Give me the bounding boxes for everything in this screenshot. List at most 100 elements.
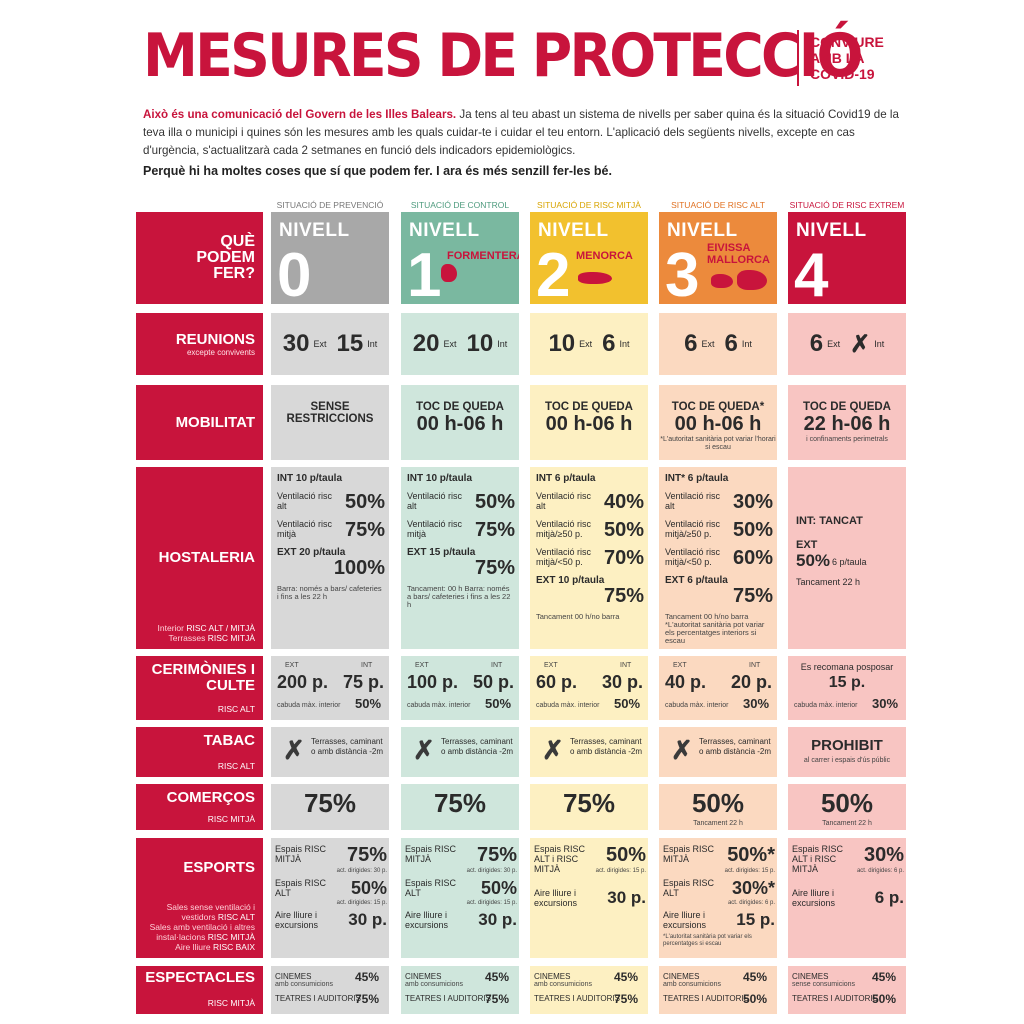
ceremony-capacity-pct: 50% xyxy=(614,696,641,711)
ceremony-int: 20 p. xyxy=(731,672,773,692)
espectacles-cell-level-4: CINEMES sense consumicions 45% TEATRES I AU… xyxy=(788,966,906,1014)
reunion-int-count: 10 xyxy=(466,330,494,357)
hostaleria-vent-label: Ventilació risc alt xyxy=(536,491,592,511)
cinema-note: amb consumicions xyxy=(534,981,592,988)
risk-label: Terrasses xyxy=(168,633,208,643)
risk-line: RISC ALT xyxy=(218,704,255,714)
level-3-card: NIVELL 3 EIVISSA MALLORCA xyxy=(659,212,777,304)
intro-lead: Això és una comunicació del Govern de le… xyxy=(143,108,457,121)
risk-line: RISC MITJÀ xyxy=(208,814,255,824)
risk-label: Sales amb ventilació i altres instal·lac… xyxy=(149,922,255,942)
cinema-label: CINEMES xyxy=(534,972,571,981)
hostaleria-int: INT: TANCAT xyxy=(796,515,863,527)
sport-space-b-pct: 50% xyxy=(480,878,517,898)
row-header-mobilitat: MOBILITAT xyxy=(136,385,263,460)
level-caption: SITUACIÓ DE RISC EXTREM xyxy=(789,200,905,210)
ceremony-ext: 100 p. xyxy=(407,672,459,692)
risk-level: RISC MITJÀ xyxy=(207,814,255,824)
hostaleria-vent-pct: 50% xyxy=(344,491,385,513)
curfew-hours: 00 h-06 h xyxy=(416,413,504,435)
hostaleria-ext: EXT xyxy=(796,539,818,551)
cinema-label: CINEMES xyxy=(275,972,312,981)
ceremony-capacity-label: cabuda màx. interior xyxy=(536,702,600,709)
curfew-label: TOC DE QUEDA xyxy=(545,401,633,413)
risk-line: Terrasses RISC MITJÀ xyxy=(158,633,255,643)
hostaleria-cell-level-0: INT 10 p/taula Ventilació risc alt 50% Vent… xyxy=(271,467,389,649)
level-word: NIVELL xyxy=(409,220,480,241)
hostaleria-ext-pct: 100% xyxy=(333,557,385,579)
sport-outdoor: Aire lliure i excursions xyxy=(405,910,449,930)
cinema-pct: 45% xyxy=(743,970,768,984)
row-header-risk: RISC MITJÀ xyxy=(208,998,255,1008)
curfew-hours: 22 h-06 h xyxy=(803,413,891,435)
hostaleria-vent-pct: 75% xyxy=(344,519,385,541)
esports-cell-level-3: Espais RISC MITJÀ 50%* act. dirigides: 15 … xyxy=(659,838,777,958)
title-divider xyxy=(797,30,799,86)
cinema-pct: 45% xyxy=(614,970,639,984)
cerimonies-cell-level-2: EXT INT 60 p. 30 p. cabuda màx. interior 50% xyxy=(530,656,648,720)
esports-cell-level-4: Espais RISC ALT i RISC MITJÀ 30% act. diri… xyxy=(788,838,906,958)
sport-space-a-note: act. dirigides: 15 p. xyxy=(595,868,646,874)
cinema-note: amb consumicions xyxy=(275,981,333,988)
hostaleria-int: INT 10 p/taula xyxy=(277,473,343,484)
row-header-label: ESPORTS xyxy=(183,859,255,876)
risk-line: Sales amb ventilació i altres instal·lac… xyxy=(136,922,255,942)
theatre-label: TEATRES I AUDITORIS xyxy=(792,994,878,1003)
reunion-ext-count: 6 xyxy=(809,330,824,357)
level-word: NIVELL xyxy=(796,220,867,241)
cinema-pct: 45% xyxy=(355,970,380,984)
sport-outdoor: Aire lliure i excursions xyxy=(663,910,707,930)
sport-space-a-pct: 75% xyxy=(346,844,387,866)
ceremony-int: 75 p. xyxy=(343,672,385,692)
row-header-esports: ESPORTS Sales sense ventilació i vestidor… xyxy=(136,838,263,958)
hostaleria-ext-pct: 75% xyxy=(732,585,773,607)
curfew-hours: 00 h-06 h xyxy=(545,413,633,435)
hostaleria-ext: EXT 6 p/taula xyxy=(665,575,728,586)
risk-level: RISC MITJÀ xyxy=(207,998,255,1008)
theatre-pct: 75% xyxy=(485,992,510,1006)
cinema-label: CINEMES xyxy=(663,972,700,981)
ceremony-int-label: INT xyxy=(491,662,503,669)
level-2-card: NIVELL 2 MENORCA xyxy=(530,212,648,304)
theatre-label: TEATRES I AUDITORIS xyxy=(275,994,361,1003)
theatre-pct: 75% xyxy=(614,992,639,1006)
theatre-pct: 75% xyxy=(355,992,380,1006)
theatre-label: TEATRES I AUDITORIS xyxy=(534,994,620,1003)
sport-space-a: Espais RISC ALT i RISC MITJÀ xyxy=(792,844,844,874)
level-caption: SITUACIÓ DE RISC ALT xyxy=(671,200,765,210)
tabac-cell-level-1: ✗ Terrasses, caminant o amb distància -2m xyxy=(401,727,519,777)
row-header-espectacles: ESPECTACLES RISC MITJÀ xyxy=(136,966,263,1014)
hostaleria-ext-pct: 75% xyxy=(474,557,515,579)
reunion-ext-label: Ext xyxy=(443,339,457,349)
hostaleria-vent-pct: 60% xyxy=(732,547,773,569)
level-0-card: NIVELL 0 xyxy=(271,212,389,304)
level-number: 2 xyxy=(536,241,571,304)
hostaleria-vent-pct: 50% xyxy=(603,519,644,541)
sport-space-a: Espais RISC MITJÀ xyxy=(275,844,327,864)
ceremony-int-label: INT xyxy=(361,662,373,669)
level-number: 3 xyxy=(665,241,700,304)
reunion-int-label: Int xyxy=(874,339,885,349)
shop-note: Tancament 22 h xyxy=(822,820,872,827)
sport-space-a-note: act. dirigides: 6 p. xyxy=(856,868,904,874)
sport-space-a-pct: 75% xyxy=(476,844,517,866)
ceremony-capacity-pct: 50% xyxy=(485,696,512,711)
sport-space-b-pct: 50% xyxy=(350,878,387,898)
shop-capacity: 75% xyxy=(303,788,357,818)
reunion-int-count: 6 xyxy=(724,330,738,357)
row-header-label: ESPECTACLES xyxy=(145,969,255,986)
row-header-label: COMERÇOS xyxy=(166,789,255,806)
hostaleria-foot: Tancament: 00 h Barra: només a bars/ caf… xyxy=(407,584,511,609)
sport-space-b-note: act. dirigides: 15 p. xyxy=(336,900,387,906)
hostaleria-ext-note: 6 p/taula xyxy=(832,557,867,567)
reunions-cell-level-2: 10 Ext 6 Int xyxy=(530,313,648,375)
shop-capacity: 75% xyxy=(433,788,487,818)
island-name: MENORCA xyxy=(576,250,633,262)
risk-line: Sales sense ventilació i vestidors RISC … xyxy=(136,902,255,922)
hostaleria-vent-label: Ventilació risc mitjà/≥50 p. xyxy=(665,519,721,539)
island-map-icon xyxy=(711,274,733,288)
curfew-label: TOC DE QUEDA* xyxy=(671,401,765,413)
row-header-tabac: TABAC RISC ALT xyxy=(136,727,263,777)
curfew-hours: 00 h-06 h xyxy=(674,413,762,435)
hostaleria-foot: Tancament 22 h xyxy=(796,577,861,587)
